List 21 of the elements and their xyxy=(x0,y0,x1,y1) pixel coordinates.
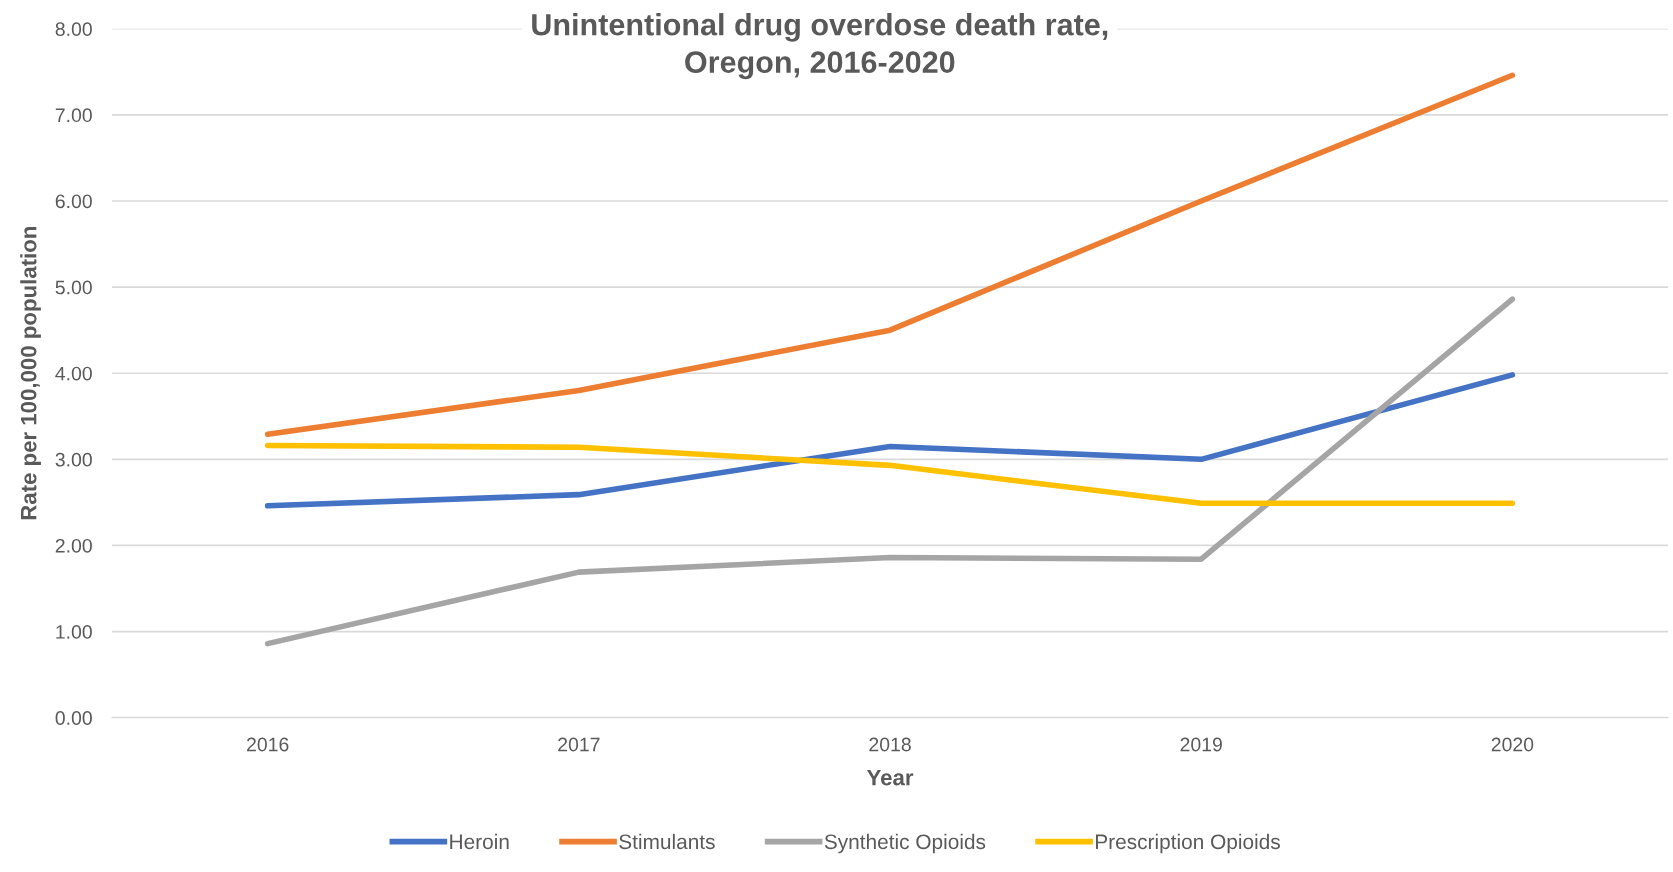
legend-label: Synthetic Opioids xyxy=(824,833,986,854)
y-tick-label: 0.00 xyxy=(55,711,92,725)
x-tick-label: 2017 xyxy=(558,737,600,752)
y-tick-label: 1.00 xyxy=(56,625,92,639)
y-tick-label: 2.00 xyxy=(55,538,92,553)
y-tick-label: 7.00 xyxy=(55,108,92,123)
y-tick-label: 4.00 xyxy=(55,366,92,381)
x-tick-label: 2016 xyxy=(247,737,289,752)
x-tick-label: 2018 xyxy=(869,737,911,752)
y-tick-label: 3.00 xyxy=(55,452,92,467)
x-axis-title: Year xyxy=(866,769,914,786)
y-tick-label: 6.00 xyxy=(55,194,92,209)
legend-label: Prescription Opioids xyxy=(1096,833,1280,854)
x-tick-label: 2020 xyxy=(1491,737,1534,752)
legend-label: Heroin xyxy=(450,833,509,850)
x-tick-label: 2019 xyxy=(1180,737,1222,752)
legend-label: Stimulants xyxy=(619,833,715,850)
y-tick-label: 8.00 xyxy=(55,22,92,37)
y-axis-title: Rate per 100,000 population xyxy=(20,227,41,520)
y-tick-label: 5.00 xyxy=(55,280,92,295)
chart-title: Unintentional drug overdose death rate, Oregon, 2016-2020 xyxy=(532,13,1108,80)
